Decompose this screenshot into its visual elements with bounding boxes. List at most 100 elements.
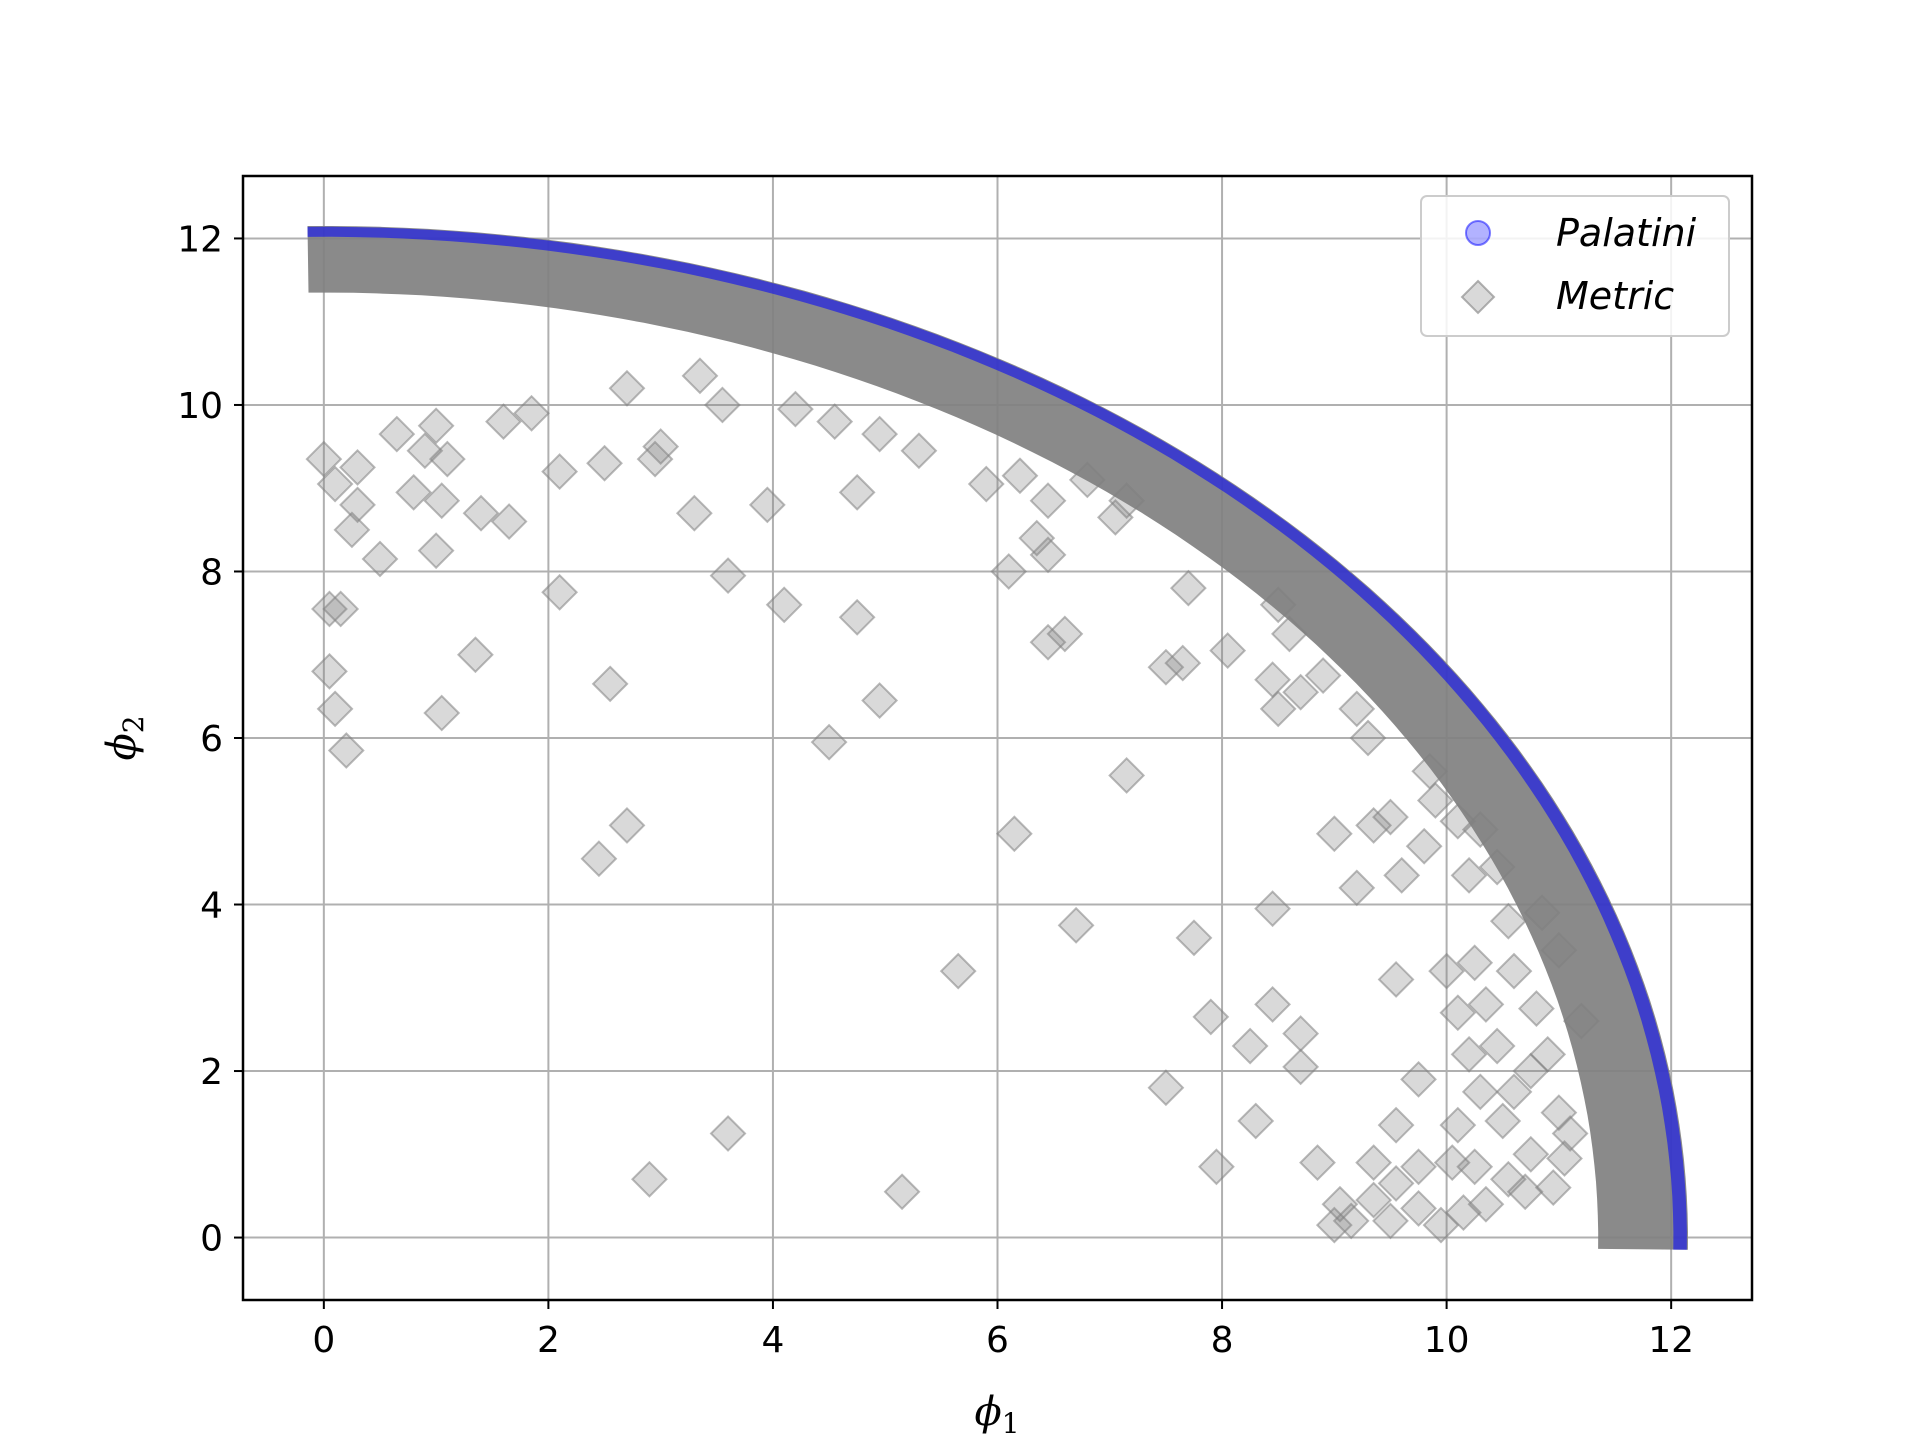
x-tick-label: 10	[1424, 1320, 1470, 1361]
metric-point	[1304, 657, 1342, 694]
metric-point	[1164, 644, 1202, 682]
metric-point	[1175, 919, 1213, 957]
metric-point	[861, 682, 899, 719]
metric-point	[1192, 998, 1230, 1036]
metric-point	[311, 590, 348, 628]
metric-point	[1456, 944, 1494, 982]
metric-point	[1108, 482, 1146, 520]
metric-band	[307, 226, 1688, 1250]
y-tick-label: 12	[177, 219, 223, 260]
legend-label-palatini: Palatini	[1556, 211, 1697, 255]
metric-point	[1018, 519, 1056, 557]
metric-point	[1315, 815, 1353, 853]
metric-point	[1489, 902, 1527, 940]
metric-point	[631, 1160, 668, 1198]
metric-point	[1523, 894, 1561, 932]
x-tick-label: 4	[761, 1320, 784, 1361]
metric-point	[967, 465, 1005, 503]
y-axis-label-main: ϕ	[99, 733, 145, 760]
metric-point	[1551, 1115, 1589, 1152]
metric-point	[513, 394, 550, 432]
metric-point	[1096, 498, 1134, 536]
x-tick-label: 8	[1211, 1320, 1234, 1361]
metric-point	[1400, 1060, 1437, 1098]
metric-point	[1540, 1094, 1578, 1132]
metric-point	[1254, 986, 1291, 1023]
metric-point	[1383, 856, 1421, 894]
metric-point	[861, 415, 899, 453]
metric-point	[681, 357, 719, 395]
metric-point	[1198, 1148, 1235, 1186]
metric-point	[1506, 1173, 1544, 1211]
metric-point	[1439, 802, 1477, 840]
metric-point	[1355, 807, 1393, 844]
metric-point	[1029, 482, 1067, 520]
x-tick-label: 0	[312, 1320, 335, 1361]
metric-point	[305, 440, 343, 478]
legend-box	[1420, 195, 1730, 337]
y-tick-label: 4	[200, 886, 223, 927]
x-axis-label-subscript: 1	[1002, 1407, 1020, 1440]
x-tick-label: 2	[537, 1320, 560, 1361]
metric-point	[765, 586, 803, 624]
metric-point	[939, 952, 977, 990]
x-tick-label: 6	[986, 1320, 1009, 1361]
metric-point	[1416, 782, 1454, 819]
metric-point	[1400, 1148, 1437, 1186]
metric-point	[580, 840, 618, 878]
metric-point	[1456, 1148, 1494, 1186]
metric-point	[423, 482, 461, 520]
y-axis-label: ϕ2	[99, 715, 150, 760]
metric-point	[748, 486, 786, 524]
metric-point	[1450, 1035, 1488, 1073]
metric-point	[1001, 457, 1039, 495]
metric-point	[1068, 461, 1106, 499]
metric-point	[395, 473, 433, 511]
metric-point	[327, 732, 365, 769]
metric-point	[361, 540, 399, 578]
metric-point	[1450, 856, 1488, 894]
metric-point	[1169, 569, 1207, 607]
x-axis-label: ϕ1	[974, 1389, 1019, 1440]
metric-point	[1372, 798, 1409, 836]
metric-point	[1299, 1144, 1336, 1182]
metric-point	[417, 532, 455, 570]
metric-point	[1428, 952, 1466, 990]
metric-point	[1534, 1169, 1572, 1207]
metric-point	[1029, 623, 1067, 661]
metric-point	[1029, 536, 1067, 574]
metric-point	[709, 1115, 747, 1152]
metric-point	[1315, 1206, 1353, 1244]
metric-point	[642, 428, 680, 466]
legend-marker-metric	[1460, 279, 1496, 315]
metric-point	[1461, 811, 1499, 848]
metric-point	[1489, 1160, 1527, 1198]
metric-point	[1237, 1102, 1275, 1140]
metric-point	[1332, 1202, 1370, 1240]
legend-marker-palatini	[1465, 220, 1491, 246]
metric-point	[1355, 1144, 1393, 1182]
metric-point	[776, 390, 814, 428]
axis-ticks: 0 2 4 6 8 10 12 0 2 4 6 8 10 12	[177, 219, 1694, 1361]
metric-point	[1439, 1106, 1477, 1144]
metric-point	[1540, 931, 1578, 969]
metric-point	[1461, 1073, 1499, 1111]
metric-point	[1422, 1206, 1460, 1244]
metric-point	[1377, 961, 1415, 998]
metric-points	[305, 357, 1600, 1244]
metric-point	[428, 440, 466, 478]
metric-point	[1445, 1194, 1482, 1231]
legend-label-metric: Metric	[1556, 274, 1674, 318]
metric-point	[1562, 1002, 1600, 1040]
y-tick-label: 8	[200, 552, 223, 593]
metric-point	[378, 415, 416, 453]
legend: Palatini Metric	[1420, 195, 1730, 337]
metric-point	[339, 448, 376, 486]
metric-point	[1467, 986, 1505, 1023]
metric-point	[541, 453, 579, 490]
metric-point	[1254, 661, 1291, 699]
metric-point	[406, 432, 444, 470]
metric-point	[1529, 1035, 1567, 1073]
metric-point	[1377, 1165, 1415, 1202]
metric-point	[1495, 1073, 1533, 1111]
